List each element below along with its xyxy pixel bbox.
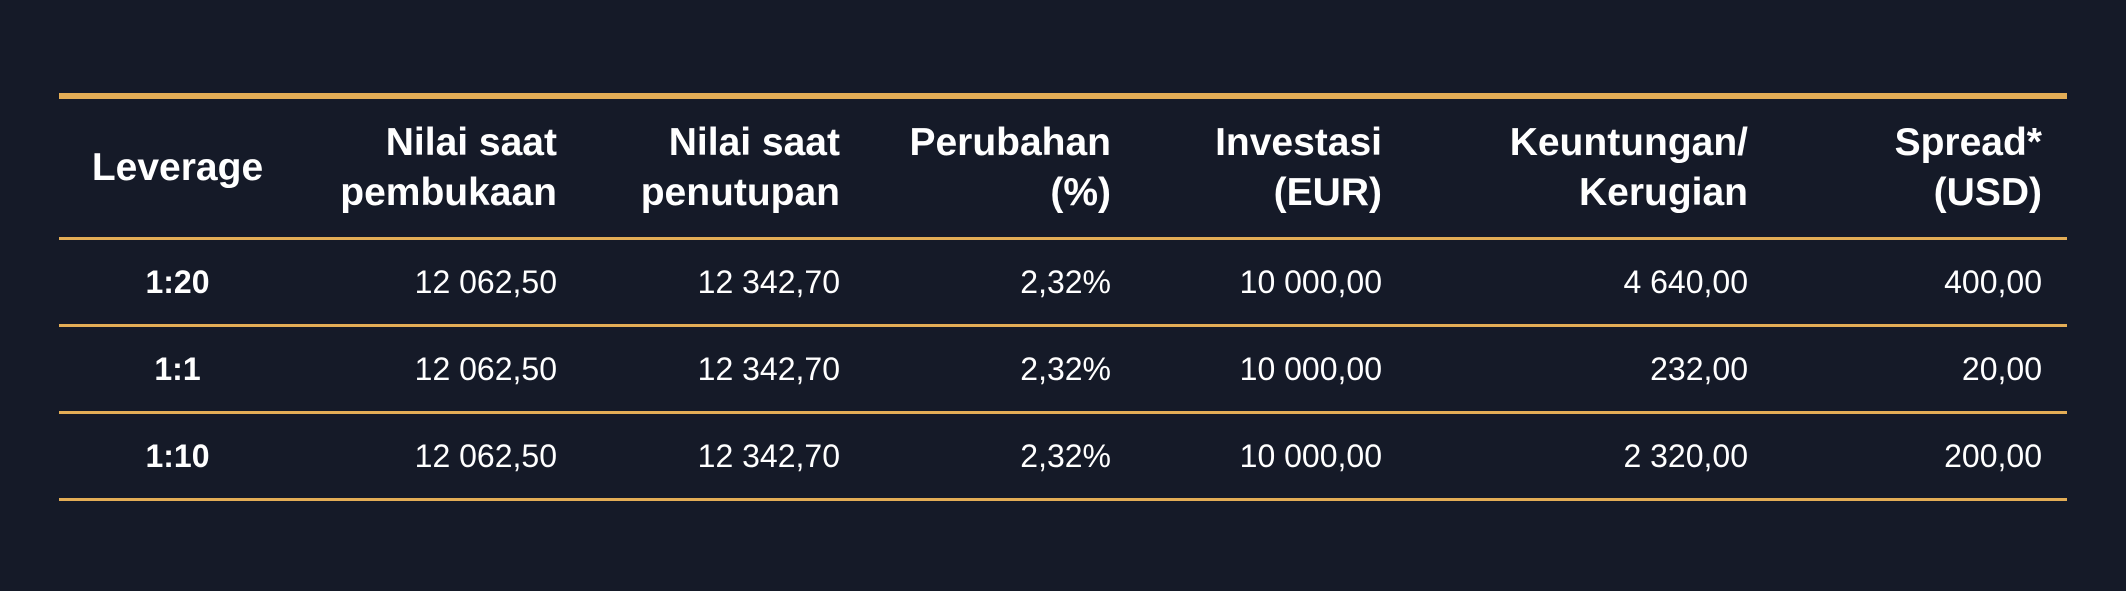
header-spread-line-2: (USD) [1933,171,2042,214]
cell-investment: 10 000,00 [1239,263,1382,300]
cell-leverage: 1:1 [154,350,201,387]
cell-spread: 20,00 [1961,350,2042,387]
cell-investment: 10 000,00 [1239,437,1382,474]
header-investment: Investasi (EUR) [1111,118,1382,218]
cell-spread: 400,00 [1944,263,2042,300]
row-divider [59,324,2067,327]
cell-opening-value: 12 062,50 [414,437,557,474]
leverage-table: Leverage Nilai saat pembukaan Nilai saat… [59,93,2067,501]
cell-profit-loss: 4 640,00 [1623,263,1748,300]
table-header-row: Leverage Nilai saat pembukaan Nilai saat… [59,99,2067,237]
header-change-line-1: Perubahan [909,121,1111,164]
header-spread: Spread* (USD) [1748,118,2042,218]
cell-opening-value: 12 062,50 [414,350,557,387]
header-closing-value-line-1: Nilai saat [668,121,840,164]
cell-closing-value: 12 342,70 [697,263,840,300]
header-profit-loss-line-1: Keuntungan/ [1509,121,1748,164]
cell-leverage: 1:10 [145,437,210,474]
header-opening-value-line-2: pembukaan [340,171,557,214]
cell-leverage: 1:20 [145,263,210,300]
header-profit-loss: Keuntungan/ Kerugian [1382,118,1748,218]
table-row: 1:20 12 062,50 12 342,70 2,32% 10 000,00… [59,240,2067,324]
cell-change: 2,32% [1020,437,1111,474]
header-spread-line-1: Spread* [1894,121,2042,164]
cell-investment: 10 000,00 [1239,350,1382,387]
cell-opening-value: 12 062,50 [414,263,557,300]
header-investment-line-1: Investasi [1215,121,1382,164]
cell-change: 2,32% [1020,263,1111,300]
header-profit-loss-line-2: Kerugian [1578,171,1748,214]
cell-closing-value: 12 342,70 [697,437,840,474]
table-row: 1:10 12 062,50 12 342,70 2,32% 10 000,00… [59,414,2067,498]
header-investment-line-2: (EUR) [1273,171,1382,214]
header-opening-value-line-1: Nilai saat [385,121,557,164]
cell-spread: 200,00 [1944,437,2042,474]
cell-profit-loss: 2 320,00 [1623,437,1748,474]
header-closing-value: Nilai saat penutupan [557,118,840,218]
header-leverage-line-1: Leverage [91,146,264,189]
header-opening-value: Nilai saat pembukaan [296,118,557,218]
header-divider [59,237,2067,240]
cell-change: 2,32% [1020,350,1111,387]
cell-profit-loss: 232,00 [1650,350,1748,387]
table-row: 1:1 12 062,50 12 342,70 2,32% 10 000,00 … [59,327,2067,411]
header-change: Perubahan (%) [840,118,1111,218]
row-divider [59,411,2067,414]
table-bottom-rule [59,498,2067,501]
table-top-rule [59,93,2067,99]
header-change-line-2: (%) [1050,171,1111,214]
header-closing-value-line-2: penutupan [640,171,840,214]
cell-closing-value: 12 342,70 [697,350,840,387]
header-leverage: Leverage [59,143,296,193]
